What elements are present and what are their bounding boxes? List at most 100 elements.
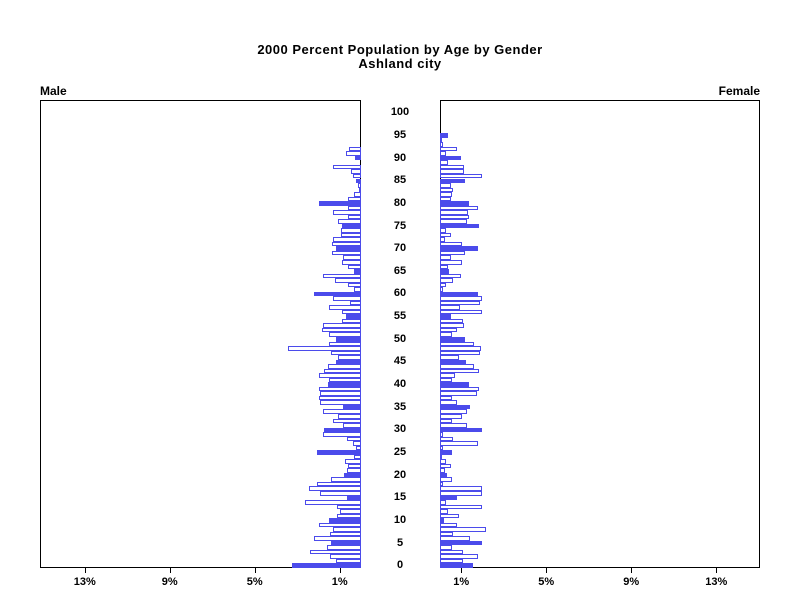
- bar-female-age-17: [440, 486, 482, 491]
- female-pct-1-label: 1%: [453, 576, 470, 588]
- bar-female-age-94: [440, 137, 443, 143]
- bar-female-age-63: [440, 278, 454, 283]
- bar-male-age-59: [332, 296, 361, 301]
- bar-female-age-7: [440, 531, 453, 537]
- bar-female-age-48: [440, 346, 481, 351]
- bar-female-age-23: [440, 459, 446, 464]
- bar-female-age-39: [440, 386, 479, 392]
- bar-female-age-50: [440, 337, 466, 342]
- female-pct-5-label: 5%: [538, 576, 555, 588]
- bar-female-age-4: [440, 545, 452, 550]
- age-tick-label-40: 40: [393, 378, 407, 391]
- age-tick-label-10: 10: [393, 513, 407, 526]
- bar-male-age-76: [338, 219, 361, 224]
- bar-female-age-64: [440, 273, 462, 279]
- bar-female-age-62: [440, 282, 446, 288]
- bar-female-age-79: [440, 205, 479, 211]
- bar-female-age-75: [440, 223, 480, 229]
- bar-male-age-66: [348, 264, 361, 270]
- bar-female-age-91: [440, 151, 446, 156]
- bar-female-age-1: [440, 558, 464, 564]
- bar-male-age-85: [355, 178, 361, 184]
- bar-female-age-21: [440, 468, 446, 473]
- age-tick-label-60: 60: [393, 287, 407, 300]
- bar-male-age-81: [348, 196, 361, 202]
- bar-female-age-30: [440, 427, 482, 433]
- bar-male-age-37: [319, 395, 361, 401]
- bar-female-age-49: [440, 341, 475, 347]
- bar-female-age-35: [440, 404, 470, 410]
- bar-female-age-80: [440, 201, 470, 206]
- bar-male-age-55: [346, 314, 361, 319]
- female-pct-1-tick: [461, 568, 463, 573]
- age-tick-label-90: 90: [393, 151, 407, 164]
- bar-female-age-89: [440, 160, 449, 165]
- bar-male-age-36: [319, 400, 361, 405]
- bar-female-age-41: [440, 377, 453, 383]
- bar-male-age-19: [331, 477, 361, 482]
- bar-female-age-83: [440, 187, 454, 193]
- bar-male-age-35: [342, 404, 361, 410]
- bar-male-age-23: [345, 459, 361, 464]
- bar-female-age-88: [440, 164, 465, 170]
- chart-title: 2000 Percent Population by Age by Gender: [257, 42, 543, 57]
- bar-female-age-31: [440, 423, 467, 428]
- age-tick-label-35: 35: [393, 400, 407, 413]
- bar-male-age-8: [333, 527, 361, 532]
- bar-male-age-77: [348, 214, 361, 220]
- bar-male-age-60: [314, 291, 361, 297]
- bar-female-age-71: [440, 241, 462, 247]
- age-tick-label-15: 15: [393, 491, 407, 504]
- bar-male-age-13: [336, 504, 361, 510]
- bar-male-age-57: [329, 305, 361, 310]
- bar-male-age-30: [324, 427, 361, 433]
- bar-male-age-15: [347, 495, 361, 501]
- bar-female-age-11: [440, 513, 460, 519]
- bar-female-age-12: [440, 509, 449, 514]
- bar-male-age-84: [357, 183, 361, 188]
- age-tick-label-45: 45: [393, 355, 407, 368]
- bar-male-age-17: [308, 486, 361, 491]
- bar-male-age-28: [346, 436, 361, 442]
- age-tick-label-95: 95: [393, 128, 407, 141]
- bar-female-age-52: [440, 327, 457, 333]
- male-pct-1-label: 1%: [331, 576, 348, 588]
- female-pct-13-tick: [716, 568, 718, 573]
- bar-female-age-28: [440, 436, 454, 442]
- bar-female-age-85: [440, 178, 466, 184]
- bar-male-age-80: [318, 201, 361, 206]
- bar-male-age-88: [333, 164, 361, 170]
- bar-female-age-57: [440, 305, 460, 310]
- bar-male-age-14: [304, 500, 361, 505]
- male-pct-1-tick: [339, 568, 341, 573]
- bar-male-age-78: [332, 210, 361, 215]
- bar-female-age-51: [440, 332, 452, 337]
- bar-female-age-54: [440, 318, 464, 324]
- male-pct-9-label: 9%: [161, 576, 178, 588]
- bar-male-age-1: [335, 558, 361, 564]
- bar-female-age-40: [440, 382, 470, 387]
- female-pct-9-tick: [631, 568, 633, 573]
- bar-female-age-19: [440, 477, 452, 482]
- bar-female-age-81: [440, 196, 451, 202]
- female-plot-area: [440, 100, 760, 568]
- bar-female-age-38: [440, 391, 477, 396]
- bar-female-age-45: [440, 359, 466, 365]
- bar-female-age-92: [440, 146, 457, 152]
- bar-male-age-42: [319, 373, 361, 378]
- bar-female-age-16: [440, 491, 482, 496]
- chart-subtitle: Ashland city: [358, 56, 442, 71]
- bar-female-age-69: [440, 250, 466, 256]
- bar-male-age-73: [340, 232, 361, 238]
- bar-male-age-44: [328, 364, 361, 369]
- bar-male-age-2: [330, 554, 361, 559]
- bar-male-age-45: [335, 359, 361, 365]
- bar-female-age-61: [440, 287, 443, 292]
- bar-female-age-95: [440, 133, 449, 138]
- bar-male-age-82: [353, 192, 361, 197]
- bar-male-age-90: [354, 155, 361, 161]
- bar-female-age-68: [440, 255, 452, 260]
- age-tick-label-100: 100: [390, 106, 410, 119]
- bar-male-age-21: [346, 468, 361, 473]
- bar-female-age-24: [440, 454, 443, 460]
